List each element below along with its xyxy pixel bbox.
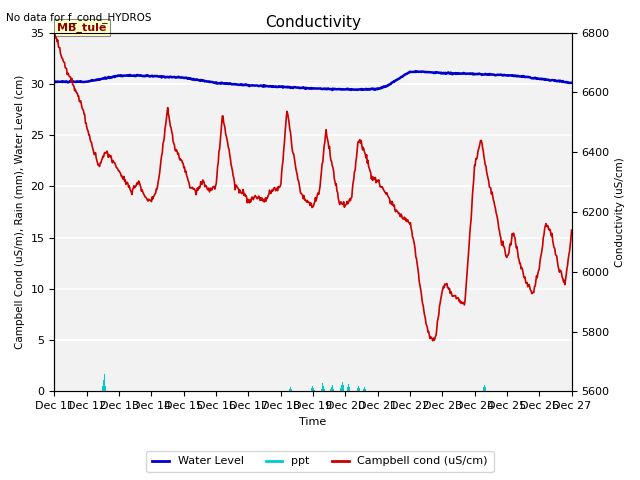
Bar — [311, 390, 312, 391]
Bar — [356, 390, 358, 391]
Bar — [104, 374, 105, 391]
Bar — [102, 385, 104, 391]
Bar — [358, 386, 359, 391]
Bar — [323, 386, 324, 391]
Bar — [291, 389, 292, 391]
X-axis label: Time: Time — [300, 417, 326, 427]
Bar — [332, 385, 333, 391]
Bar — [330, 389, 332, 391]
Bar — [332, 387, 333, 391]
Bar — [342, 385, 344, 391]
Bar — [321, 386, 323, 391]
Title: Conductivity: Conductivity — [265, 15, 361, 30]
Bar — [346, 389, 348, 391]
Bar — [103, 380, 104, 391]
Bar — [104, 380, 106, 391]
Bar — [342, 382, 343, 391]
Bar — [365, 389, 366, 391]
Bar — [321, 389, 322, 391]
Bar — [333, 389, 334, 391]
Bar — [291, 390, 292, 391]
Bar — [483, 387, 484, 391]
Bar — [340, 388, 342, 391]
Bar — [341, 385, 342, 391]
Bar — [365, 390, 367, 391]
Bar — [484, 387, 486, 391]
Bar — [363, 390, 364, 391]
Bar — [105, 385, 106, 391]
Bar — [313, 388, 314, 391]
Bar — [483, 389, 484, 391]
Bar — [348, 384, 349, 391]
Y-axis label: Campbell Cond (uS/m), Rain (mm), Water Level (cm): Campbell Cond (uS/m), Rain (mm), Water L… — [15, 75, 25, 349]
Bar — [289, 389, 291, 391]
Legend: Water Level, ppt, Campbell cond (uS/cm): Water Level, ppt, Campbell cond (uS/cm) — [147, 451, 493, 472]
Bar — [331, 387, 332, 391]
Y-axis label: Conductivity (uS/cm): Conductivity (uS/cm) — [615, 157, 625, 267]
Bar — [343, 388, 344, 391]
Bar — [358, 388, 360, 391]
Text: No data for f_cond_HYDROS: No data for f_cond_HYDROS — [6, 12, 152, 23]
Bar — [290, 387, 291, 391]
Bar — [349, 389, 350, 391]
Text: MB_tule: MB_tule — [57, 23, 106, 33]
Bar — [364, 387, 365, 391]
Bar — [484, 385, 485, 391]
Bar — [312, 386, 313, 391]
Bar — [357, 388, 358, 391]
Bar — [359, 390, 360, 391]
